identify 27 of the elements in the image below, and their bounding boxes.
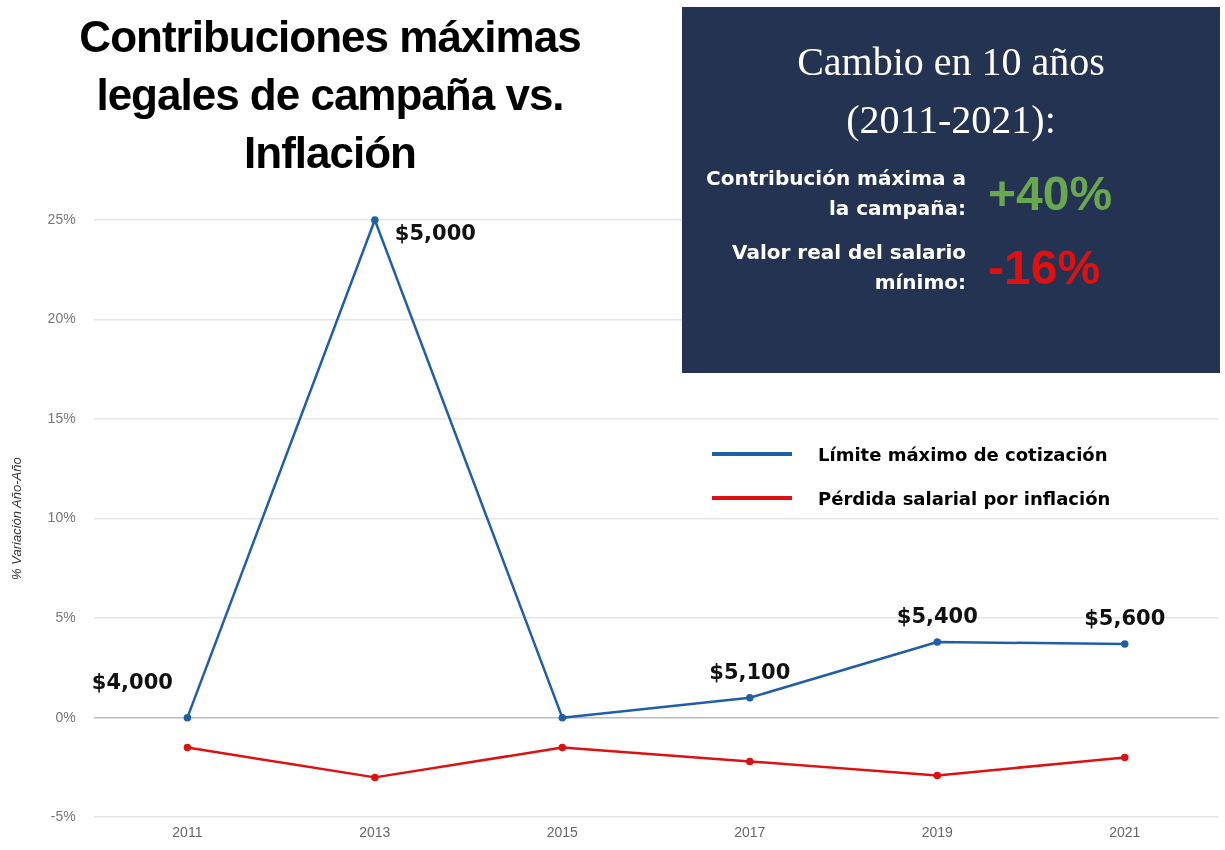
y-tick-label: -5% bbox=[50, 808, 76, 825]
legend-label: Límite máximo de cotización bbox=[818, 443, 1108, 465]
annotation: $5,400 bbox=[896, 603, 978, 628]
y-tick-label: 20% bbox=[47, 310, 76, 327]
y-axis-title: % Variación Año-Año bbox=[9, 457, 25, 580]
legend-label: Pérdida salarial por inflación bbox=[818, 487, 1111, 509]
annotation: Valor real del salario mínimo: bbox=[731, 239, 966, 296]
annotation: $5,100 bbox=[709, 659, 791, 684]
chart-title: Contribuciones máximas legales de campaña vs. Inflación bbox=[78, 11, 582, 179]
text: Cambio en 10 años (2011-2021): bbox=[796, 38, 1106, 144]
x-tick-label: 2011 bbox=[172, 824, 203, 841]
x-tick-label: 2013 bbox=[359, 824, 391, 841]
annotation: Contribución máxima a la campaña: bbox=[704, 165, 966, 222]
annotation: $4,000 bbox=[91, 669, 173, 694]
x-tick-label: 2015 bbox=[546, 824, 579, 841]
annotation: $5,000 bbox=[394, 220, 476, 245]
text: +40% bbox=[988, 165, 1113, 221]
annotation: $5,600 bbox=[1084, 605, 1166, 630]
annotation: -16% bbox=[988, 239, 1101, 295]
y-tick-label: 15% bbox=[47, 409, 76, 426]
x-tick-label: 2019 bbox=[921, 824, 954, 841]
y-tick-label: 25% bbox=[47, 210, 76, 227]
y-tick-label: 5% bbox=[55, 608, 76, 625]
y-tick-label: 0% bbox=[55, 708, 76, 725]
y-tick-label: 10% bbox=[47, 509, 76, 526]
x-tick-label: 2017 bbox=[734, 824, 766, 841]
x-tick-label: 2021 bbox=[1109, 824, 1141, 841]
